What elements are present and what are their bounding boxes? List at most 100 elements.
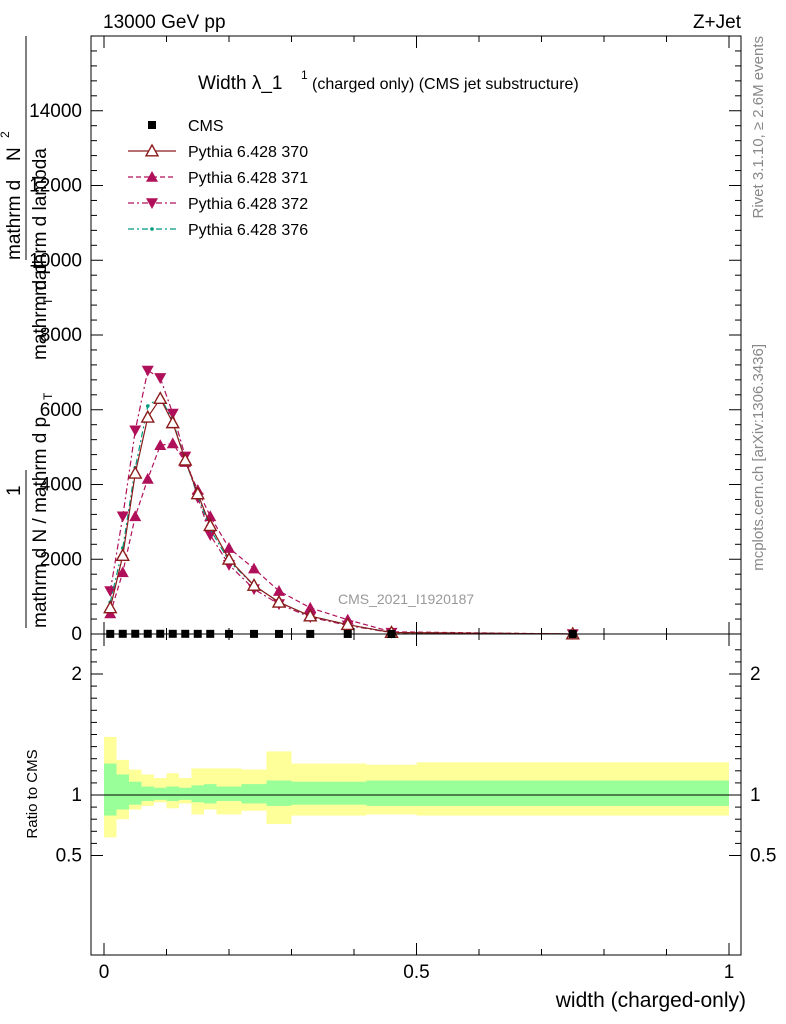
point-pythia-6-428-370 <box>140 409 155 423</box>
ratio-band-inner <box>204 784 217 804</box>
ratio-band-inner <box>154 787 167 800</box>
main-y-axis-label: mathrm d N 2 mathrm d p T mathrm d lambd… <box>0 36 55 628</box>
legend-label-pythia-6-428-376: Pythia 6.428 376 <box>188 222 308 239</box>
point-pythia-6-428-370 <box>271 594 287 608</box>
point-pythia-6-428-370 <box>303 608 318 622</box>
point-pythia-6-428-371 <box>116 566 129 578</box>
legend-marker-pythia-6-428-370 <box>144 143 160 157</box>
analysis-watermark: CMS_2021_I1920187 <box>338 591 474 607</box>
point-pythia-6-428-372 <box>129 425 142 437</box>
mcplots-label: mcplots.cern.ch [arXiv:1306.3436] <box>750 344 767 571</box>
legend-label-pythia-6-428-372: Pythia 6.428 372 <box>188 196 308 213</box>
x-tick-label: 0.5 <box>403 962 429 983</box>
series-line-pythia-6-428-371 <box>109 442 573 635</box>
point-pythia-6-428-371 <box>304 601 317 613</box>
ylabel-numerator-sup: 2 <box>0 131 12 138</box>
x-tick-label: 0 <box>99 962 110 983</box>
point-pythia-6-428-370 <box>115 548 130 562</box>
legend-marker-cms <box>148 121 156 129</box>
ratio-band-inner <box>179 787 192 800</box>
ratio-bands <box>91 736 741 838</box>
ratio-band-inner <box>116 774 129 810</box>
ratio-band-inner <box>191 785 204 803</box>
point-pythia-6-428-370 <box>128 465 143 479</box>
ratio-band-inner <box>329 781 367 805</box>
y-tick-label: 8000 <box>40 325 82 346</box>
point-pythia-6-428-370 <box>340 617 355 631</box>
ylabel-numerator-b: N <box>4 147 25 161</box>
ratio-tick-label-left: 1 <box>71 785 82 806</box>
legend: CMS Pythia 6.428 370 Pythia 6.428 371 Pythi… <box>128 118 308 239</box>
title-main: Width λ_1 <box>198 73 282 94</box>
axes-layer: 0 2000 4000 6000 8000 10000 12000 14000 0 0.5 1 0.5… <box>29 35 776 983</box>
ratio-band-inner <box>166 786 179 802</box>
ratio-band-inner <box>104 763 117 816</box>
point-pythia-6-428-371 <box>248 562 260 574</box>
point-pythia-6-428-372 <box>141 365 154 377</box>
ylabel-factor-den-a: mathrm d N / mathrm d p <box>30 417 51 628</box>
ratio-band-inner <box>241 784 267 804</box>
series-line-pythia-6-428-376 <box>109 395 573 635</box>
point-pythia-6-428-376 <box>145 404 150 408</box>
legend-label-pythia-6-428-371: Pythia 6.428 371 <box>188 170 308 187</box>
legend-marker-pythia-6-428-371 <box>146 171 158 182</box>
ratio-band-inner <box>291 781 329 805</box>
point-pythia-6-428-372 <box>166 408 179 420</box>
legend-label-pythia-6-428-370: Pythia 6.428 370 <box>188 144 308 161</box>
point-pythia-6-428-370 <box>221 551 237 565</box>
point-pythia-6-428-371 <box>223 542 235 553</box>
ylabel-denominator-sub: T <box>41 297 55 305</box>
x-axis-label: width (charged-only) <box>555 989 746 1012</box>
legend-label-cms: CMS <box>188 118 224 135</box>
point-pythia-6-428-372 <box>104 586 117 598</box>
rivet-label: Rivet 3.1.10, ≥ 2.6M events <box>750 36 767 219</box>
point-pythia-6-428-370 <box>153 391 168 405</box>
ratio-tick-label-right: 1 <box>750 785 761 806</box>
series-line-pythia-6-428-372 <box>109 369 573 635</box>
series-line-pythia-6-428-370 <box>109 397 573 635</box>
ylabel-denominator-a: mathrm d p <box>30 264 51 360</box>
point-pythia-6-428-370 <box>190 486 205 500</box>
point-pythia-6-428-370 <box>178 452 193 466</box>
title-detail: (charged only) (CMS jet substructure) <box>312 76 579 93</box>
ratio-band-inner <box>216 786 242 802</box>
chart-title: Width λ_1 1 (charged only) (CMS jet subs… <box>198 68 579 94</box>
point-pythia-6-428-371 <box>129 510 142 522</box>
point-pythia-6-428-370 <box>203 518 218 532</box>
ylabel-factor-num: 1 <box>4 485 25 496</box>
y-tick-label: 6000 <box>40 400 82 421</box>
point-pythia-6-428-370 <box>246 577 262 591</box>
point-pythia-6-428-371 <box>166 437 179 449</box>
point-pythia-6-428-372 <box>154 373 167 384</box>
x-tick-label: 1 <box>724 962 735 983</box>
point-pythia-6-428-372 <box>116 511 129 523</box>
ratio-band-inner <box>141 786 154 802</box>
ratio-tick-label-right: 2 <box>750 664 761 685</box>
header-left: 13000 GeV pp <box>103 12 226 33</box>
point-pythia-6-428-370 <box>165 415 180 429</box>
ratio-tick-label-right: 0.5 <box>750 846 776 867</box>
point-pythia-6-428-371 <box>273 585 285 596</box>
y-tick-label: 12000 <box>29 176 82 197</box>
legend-marker-pythia-6-428-376 <box>150 227 154 231</box>
ratio-band-inner <box>129 781 142 805</box>
y-tick-label: 14000 <box>29 101 82 122</box>
title-sup: 1 <box>301 68 308 82</box>
ratio-tick-label-left: 2 <box>71 664 82 685</box>
point-pythia-6-428-370 <box>103 600 118 614</box>
legend-marker-pythia-6-428-372 <box>146 198 158 209</box>
point-pythia-6-428-371 <box>141 472 154 484</box>
ratio-band-inner <box>266 780 292 806</box>
ratio-band-inner <box>366 780 417 806</box>
ratio-y-axis-label: Ratio to CMS <box>24 749 41 838</box>
ylabel-factor-den-sub: T <box>41 392 55 400</box>
point-pythia-6-428-372 <box>204 530 217 541</box>
header-right: Z+Jet <box>693 12 742 33</box>
ratio-tick-label-left: 0.5 <box>56 846 82 867</box>
ylabel-numerator-a: mathrm d <box>4 180 25 260</box>
y-tick-label: 10000 <box>29 250 82 271</box>
y-tick-label: 0 <box>71 624 82 645</box>
ylabel-denominator-b: mathrm d lambda <box>30 148 51 296</box>
ratio-band-inner <box>416 780 729 806</box>
